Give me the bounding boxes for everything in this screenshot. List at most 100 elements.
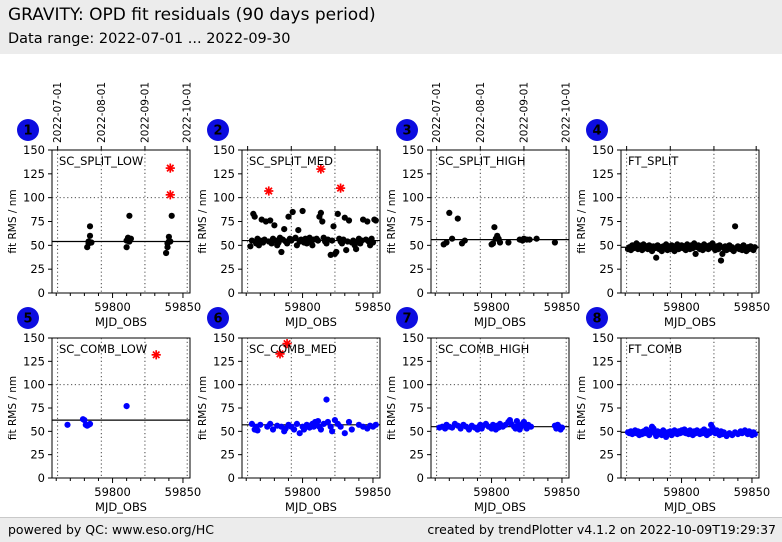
y-tick-label: 100: [402, 378, 424, 392]
data-point: [309, 242, 316, 249]
y-tick-label: 100: [23, 191, 45, 205]
badge-number: 3: [402, 124, 411, 139]
badge-circle[interactable]: [586, 307, 608, 329]
x-axis-title: MJD_OBS: [664, 315, 716, 329]
outlier-point: [275, 349, 285, 359]
y-tick-label: 50: [409, 424, 424, 438]
badge-circle[interactable]: [17, 307, 39, 329]
date-tick-label: 2022-07-01: [52, 82, 64, 143]
date-tick-label: 2022-09-01: [518, 82, 530, 143]
y-tick-label: 50: [30, 424, 45, 438]
badge-3[interactable]: 3: [396, 119, 418, 141]
data-point: [292, 234, 299, 241]
y-tick-label: 100: [402, 191, 424, 205]
badge-8[interactable]: 8: [586, 307, 608, 329]
data-point: [551, 239, 559, 246]
badge-5[interactable]: 5: [17, 307, 39, 329]
data-point: [281, 226, 288, 233]
badge-circle[interactable]: [207, 307, 229, 329]
data-point: [491, 224, 498, 231]
x-tick-label: 59850: [544, 485, 581, 499]
badge-circle[interactable]: [396, 119, 418, 141]
y-tick-label: 75: [220, 215, 235, 229]
badge-number: 1: [23, 124, 32, 139]
data-point: [168, 212, 175, 219]
subplot-title: SC_COMB_HIGH: [438, 342, 529, 356]
badge-number: 4: [592, 124, 601, 139]
data-point: [369, 239, 377, 246]
y-tick-label: 125: [213, 167, 235, 181]
page-title: GRAVITY: OPD fit residuals (90 days peri…: [8, 5, 376, 25]
data-point: [88, 239, 95, 246]
badge-4[interactable]: 4: [586, 119, 608, 141]
y-tick-label: 25: [30, 448, 45, 462]
y-tick-label: 25: [220, 262, 235, 276]
subplot-ft_comb: 0 25 50 75 100 125 150 59800 59850 FT_COMB MJD_OBS…: [576, 331, 770, 514]
badge-circle[interactable]: [586, 119, 608, 141]
data-point: [165, 233, 172, 240]
y-tick-label: 125: [402, 354, 424, 368]
badge-circle[interactable]: [396, 307, 418, 329]
data-point: [719, 250, 726, 257]
outlier-point: [335, 183, 346, 193]
y-tick-label: 25: [599, 448, 614, 462]
data-point: [343, 247, 350, 254]
data-point: [300, 426, 308, 433]
data-point: [533, 235, 540, 242]
x-axis-title: MJD_OBS: [474, 500, 526, 514]
badge-1[interactable]: 1: [17, 119, 39, 141]
y-tick-label: 75: [599, 215, 614, 229]
subplot-title: SC_COMB_MED: [249, 342, 337, 356]
x-tick-label: 59800: [284, 300, 321, 314]
data-point: [526, 236, 533, 243]
y-axis-title: fit RMS / nm: [576, 376, 588, 440]
badge-6[interactable]: 6: [207, 307, 229, 329]
data-point: [364, 218, 371, 225]
y-tick-label: 25: [409, 262, 424, 276]
date-tick-label: 2022-10-01: [182, 82, 194, 143]
y-axis-title: fit RMS / nm: [576, 189, 588, 253]
y-tick-label: 0: [228, 471, 235, 485]
subplot-sc_split_med: 0 25 50 75 100 125 150 59800 59850 SC_SPLIT_MED MJ…: [197, 143, 391, 329]
y-tick-label: 75: [599, 401, 614, 415]
subplot-title: SC_COMB_LOW: [59, 342, 147, 356]
data-point: [126, 212, 133, 219]
data-point: [251, 213, 258, 220]
x-axis-title: MJD_OBS: [95, 315, 147, 329]
y-tick-label: 75: [30, 215, 45, 229]
data-point: [314, 418, 322, 425]
outlier-point: [316, 164, 326, 174]
data-point: [527, 423, 535, 430]
y-tick-label: 125: [23, 167, 45, 181]
outlier-point: [151, 350, 161, 360]
data-point: [86, 223, 94, 230]
badge-7[interactable]: 7: [396, 307, 418, 329]
data-point: [296, 430, 303, 437]
y-axis-title: fit RMS / nm: [197, 376, 209, 440]
badge-circle[interactable]: [17, 119, 39, 141]
subplot-sc_split_low: 2022-07-01 2022-08-01 2022-09-01 2022-10-01…: [7, 82, 201, 329]
badge-circle[interactable]: [207, 119, 229, 141]
date-tick-label: 2022-08-01: [475, 82, 487, 143]
badge-number: 7: [402, 312, 411, 327]
y-tick-label: 25: [409, 448, 424, 462]
badge-2[interactable]: 2: [207, 119, 229, 141]
y-tick-label: 150: [592, 331, 614, 345]
x-axis-title: MJD_OBS: [285, 315, 337, 329]
data-point: [353, 246, 360, 253]
plot-frame: [430, 149, 570, 294]
x-tick-label: 59800: [663, 485, 700, 499]
data-point: [285, 213, 292, 220]
y-tick-label: 100: [592, 191, 614, 205]
data-point: [317, 426, 324, 433]
data-point: [449, 235, 456, 242]
y-tick-label: 0: [607, 286, 614, 300]
data-point: [372, 421, 379, 428]
data-point: [692, 250, 699, 257]
data-point: [247, 243, 254, 250]
data-point: [337, 423, 344, 430]
subplot-sc_comb_high: 0 25 50 75 100 125 150 59800 59850 SC_COMB_HIGH MJ…: [386, 331, 580, 514]
data-point: [267, 420, 274, 427]
y-tick-label: 125: [213, 354, 235, 368]
data-point: [653, 254, 660, 261]
